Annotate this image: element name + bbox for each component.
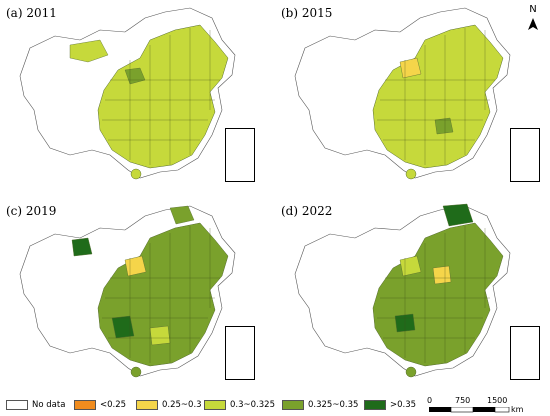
legend-swatch: [6, 400, 28, 410]
scale-tick-1500: 1500: [487, 396, 508, 405]
south-china-sea-inset: [510, 326, 540, 380]
map-panel-c: (c) 2019: [0, 198, 275, 394]
panel-label: (b) 2015: [281, 6, 333, 20]
scale-bar-graphic: [429, 407, 510, 413]
panel-label: (d) 2022: [281, 204, 333, 218]
north-arrow-icon: [528, 18, 538, 30]
legend-label: >0.35: [390, 400, 417, 410]
legend-item: 0.25~0.3: [136, 398, 202, 412]
legend-item: No data: [6, 398, 65, 412]
panel-label: (c) 2019: [6, 204, 57, 218]
legend-swatch: [364, 400, 386, 410]
legend-item: 0.325~0.35: [282, 398, 358, 412]
scale-unit: km: [511, 405, 524, 414]
legend-label: 0.3~0.325: [230, 400, 275, 410]
legend-item: <0.25: [74, 398, 126, 412]
hainan-island: [405, 366, 417, 378]
scale-tick-0: 0: [427, 396, 433, 405]
south-china-sea-inset: [510, 128, 540, 182]
scale-tick-750: 750: [455, 396, 471, 405]
legend: No data <0.25 0.25~0.3 0.3~0.325 0.325~0…: [0, 396, 550, 416]
china-map-b: [294, 7, 511, 180]
south-china-sea-inset: [225, 326, 255, 380]
north-label: N: [529, 4, 537, 15]
china-map-d: [294, 203, 511, 378]
north-arrow: N: [525, 4, 541, 30]
panel-label: (a) 2011: [6, 6, 57, 20]
legend-label: <0.25: [100, 400, 127, 410]
legend-swatch: [282, 400, 304, 410]
china-map-a: [19, 7, 236, 180]
map-panel-d: (d) 2022: [275, 198, 550, 394]
hainan-island: [130, 366, 142, 378]
hainan-island: [405, 168, 417, 180]
south-china-sea-inset: [225, 128, 255, 182]
scale-bar: 0 750 1500 km: [425, 396, 545, 416]
hainan-island: [130, 168, 142, 180]
legend-swatch: [204, 400, 226, 410]
china-map-c: [19, 205, 236, 378]
legend-label: No data: [32, 400, 66, 410]
legend-item: 0.3~0.325: [204, 398, 275, 412]
legend-swatch: [136, 400, 158, 410]
legend-label: 0.25~0.3: [162, 400, 202, 410]
map-panel-a: (a) 2011: [0, 0, 275, 196]
map-panel-b: (b) 2015 N: [275, 0, 550, 196]
legend-item: >0.35: [364, 398, 416, 412]
legend-swatch: [74, 400, 96, 410]
legend-label: 0.325~0.35: [308, 400, 359, 410]
